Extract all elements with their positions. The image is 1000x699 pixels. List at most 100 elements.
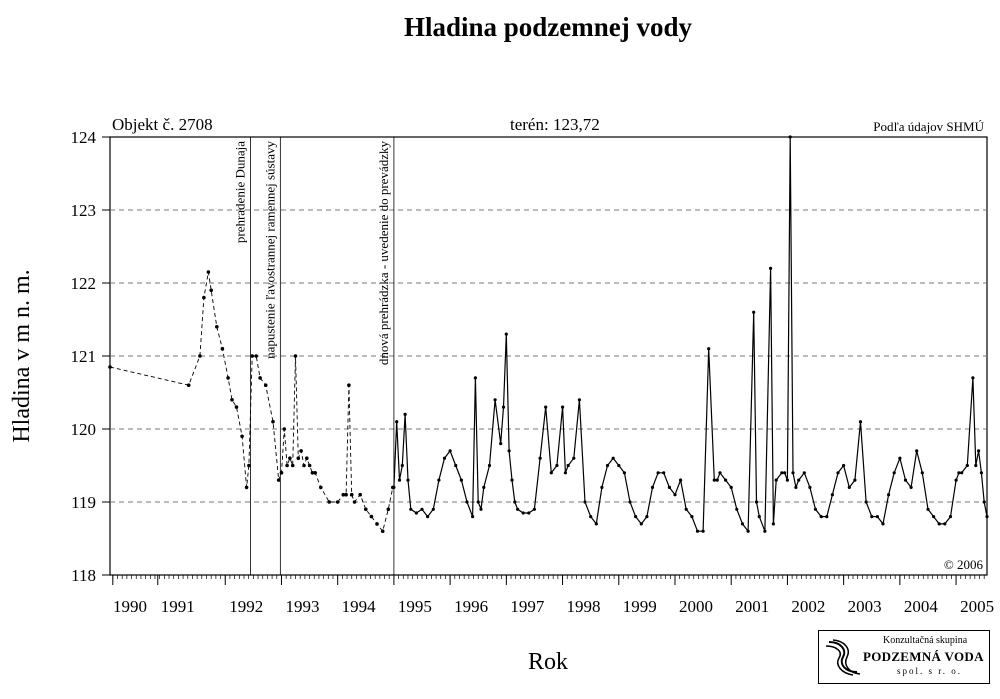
data-point [538,456,542,460]
data-point [250,354,254,358]
data-point [695,529,700,533]
data-point [507,449,511,453]
data-point [605,463,610,468]
data-point [395,420,399,424]
data-point [791,471,795,475]
data-point [364,507,368,512]
data-point [230,398,234,402]
data-point [335,500,340,504]
data-point [465,500,469,504]
data-point [954,478,958,482]
series-line-2 [393,136,988,533]
data-point [808,485,812,489]
data-point [288,456,292,461]
y-tick-label-119: 119 [71,493,96,512]
x-tick-label-2005: 2005 [960,597,994,616]
data-point [842,463,846,468]
data-point [279,471,284,475]
data-point [347,383,351,388]
data-point [690,515,694,519]
data-point [830,493,835,497]
data-point [813,507,818,511]
data-point [673,493,677,497]
y-tick-label-120: 120 [71,420,97,439]
data-point [454,463,458,468]
y-tick-label-122: 122 [71,274,97,293]
data-point [932,515,936,519]
x-tick-label-1992: 1992 [229,597,263,616]
x-tick-label-2002: 2002 [791,597,825,616]
data-point [589,515,593,519]
data-point [532,507,537,511]
data-point [667,485,672,489]
data-point [406,478,410,482]
data-point [202,295,206,300]
data-point [794,485,798,489]
x-tick-label-1998: 1998 [567,597,601,616]
x-tick-label-2004: 2004 [904,597,939,616]
data-point [740,522,745,526]
data-point [431,507,435,511]
y-tick-label-124: 124 [71,128,97,147]
data-point [662,471,666,475]
data-point [650,485,655,489]
logo-line1: Konzultačná skupina [883,635,968,646]
data-point [290,463,295,468]
data-point [420,507,424,511]
data-point [957,471,961,475]
data-point [583,500,587,504]
data-point [965,463,969,468]
data-point [327,500,332,504]
y-axis-ticks: 118 119 120 121 122 123 124 [71,128,110,585]
data-point [960,471,964,475]
data-point [785,478,790,482]
data-point [349,492,354,497]
data-point [712,478,716,482]
data-point [881,522,885,526]
data-point [937,522,941,526]
copyright-label: © 2006 [944,557,984,572]
terrain-label: terén: 123,72 [510,115,600,134]
event-label-1: prehradenie Dunaja [233,141,248,243]
x-tick-label-1991: 1991 [161,597,195,616]
data-point [341,492,346,497]
data-point [757,515,761,519]
data-point [504,332,508,336]
data-point [774,478,778,482]
data-point [293,354,298,358]
data-point [521,511,525,515]
data-point [797,478,801,482]
data-point [375,522,379,526]
x-tick-label-1999: 1999 [623,597,657,616]
data-point [516,507,520,511]
data-point [437,478,441,482]
data-point [819,515,823,519]
data-point [783,471,787,475]
data-point [442,456,447,460]
data-point [448,449,452,453]
data-point [977,449,981,453]
source-label: Podľa údajov SHMÚ [873,119,984,134]
data-point [561,405,565,409]
wave-logo-icon [825,639,861,676]
data-point [513,500,517,504]
grid-lines [110,209,987,503]
data-point [594,522,598,526]
data-point [715,478,719,482]
data-point [510,478,514,482]
data-point [209,288,213,293]
x-axis-title: Rok [528,649,568,675]
data-point [979,471,984,475]
data-point [802,471,806,475]
data-point [305,456,309,461]
data-point [220,346,225,351]
data-point [656,471,660,475]
data-point [358,492,363,497]
x-axis-ticks: 1990 1991 1992 1993 1994 1995 1996 1997 1998 1999… [112,575,994,616]
y-axis-title: Hladina v m n. m. [9,269,35,442]
x-tick-label-1993: 1993 [285,597,319,616]
data-point [600,485,604,489]
data-point [240,434,244,439]
data-point [482,485,486,489]
